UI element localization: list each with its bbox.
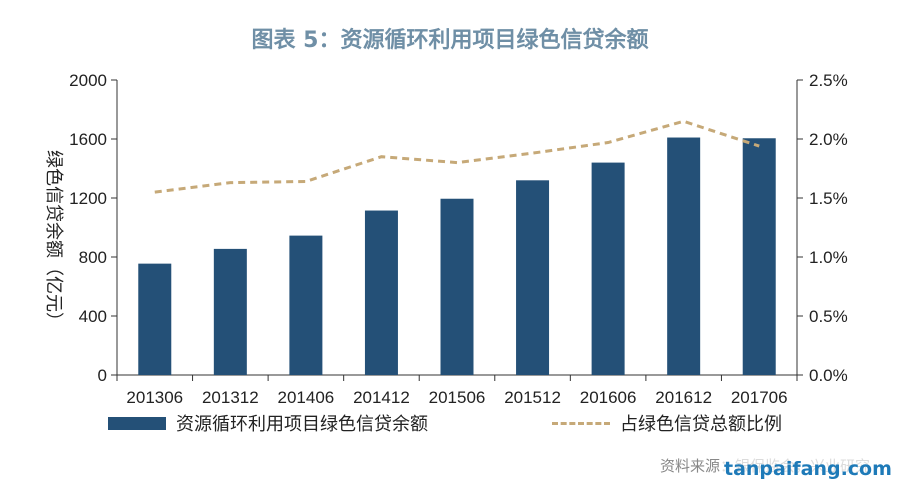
bar — [667, 137, 701, 375]
y2-tick-label: 1.5% — [809, 189, 848, 208]
legend-bar-swatch — [108, 416, 166, 430]
y-tick-label: 1200 — [69, 189, 107, 208]
bar — [364, 210, 398, 375]
x-tick-label: 201612 — [655, 388, 712, 407]
bar — [289, 235, 323, 375]
y2-tick-label: 2.0% — [809, 130, 848, 149]
x-tick-label: 201312 — [202, 388, 259, 407]
legend-line-swatch — [552, 421, 610, 425]
y2-tick-label: 0.5% — [809, 307, 848, 326]
bar — [742, 138, 776, 375]
tick-labels: 0 400 800 1200 1600 2000 0.0% 0.5% 1.0% 1.5% 2.0% 2… — [69, 71, 848, 407]
watermark: tanpaifang.com — [720, 458, 896, 480]
x-tick-label: 201506 — [429, 388, 486, 407]
ratio-line — [154, 119, 760, 194]
legend-bar-label: 资源循环利用项目绿色信贷余额 — [176, 414, 428, 435]
legend-bar: 资源循环利用项目绿色信贷余额 — [108, 410, 428, 436]
line-series — [154, 119, 760, 194]
y2-tick-label: 0.0% — [809, 366, 848, 385]
chart-title: 图表 5：资源循环利用项目绿色信贷余额 — [251, 28, 649, 53]
y-tick-label: 2000 — [69, 71, 107, 90]
y-tick-label: 400 — [79, 307, 107, 326]
y-tick-label: 0 — [98, 366, 107, 385]
y-tick-label: 800 — [79, 248, 107, 267]
x-tick-label: 201306 — [126, 388, 183, 407]
bar — [138, 263, 172, 375]
x-tick-label: 201412 — [353, 388, 410, 407]
y2-tick-label: 2.5% — [809, 71, 848, 90]
x-tick-label: 201706 — [731, 388, 788, 407]
y2-tick-label: 1.0% — [809, 248, 848, 267]
bar — [591, 162, 625, 375]
legend-line-label: 占绿色信贷总额比例 — [620, 414, 782, 435]
bar-series — [138, 137, 776, 375]
bar — [516, 180, 550, 375]
x-tick-label: 201512 — [504, 388, 561, 407]
y-axis-label: 绿色信贷余额（亿元） — [43, 150, 64, 330]
bar — [213, 248, 247, 375]
x-tick-label: 201606 — [580, 388, 637, 407]
y-tick-label: 1600 — [69, 130, 107, 149]
x-tick-label: 201406 — [278, 388, 335, 407]
legend-line: 占绿色信贷总额比例 — [552, 410, 782, 436]
bar — [440, 198, 474, 375]
